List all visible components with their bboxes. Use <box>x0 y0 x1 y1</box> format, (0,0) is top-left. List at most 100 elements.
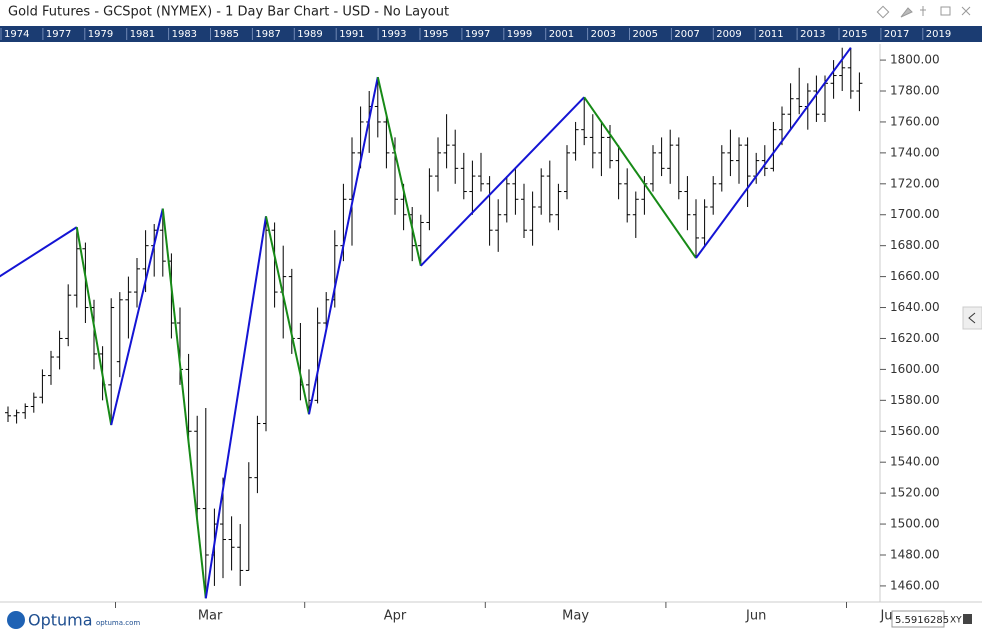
price-bar <box>73 227 80 308</box>
y-tick-label: 1600.00 <box>890 362 940 376</box>
icon-move[interactable] <box>920 6 926 16</box>
price-bar <box>830 60 837 99</box>
logo-icon <box>7 611 25 629</box>
y-tick-label: 1700.00 <box>890 207 940 221</box>
price-bar <box>48 350 54 385</box>
year-strip[interactable] <box>0 26 982 42</box>
price-bar <box>787 83 794 130</box>
zigzag-segment <box>75 226 113 426</box>
price-bar <box>546 160 553 223</box>
zigzag-segment <box>583 96 697 259</box>
year-label: 2017 <box>884 29 909 40</box>
price-bar <box>581 97 588 146</box>
price-bar <box>271 222 278 308</box>
price-bar <box>134 258 140 308</box>
y-tick-label: 1640.00 <box>890 300 940 314</box>
price-bar <box>254 415 261 494</box>
price-bar <box>5 406 11 422</box>
price-bar <box>228 516 235 571</box>
price-bar <box>323 292 330 331</box>
y-tick-label: 1720.00 <box>890 176 940 190</box>
price-bar <box>460 152 467 200</box>
zigzag-segment <box>161 208 207 599</box>
price-bar <box>194 415 201 525</box>
icon-diamond[interactable] <box>876 5 890 19</box>
price-bar <box>650 145 656 192</box>
window-title: Gold Futures - GCSpot (NYMEX) - 1 Day Ba… <box>8 5 449 20</box>
price-bar <box>727 129 734 177</box>
price-bar <box>667 129 674 184</box>
price-bar <box>779 106 785 146</box>
x-tick-label: Ju <box>879 609 892 624</box>
zigzag-segment <box>110 208 164 426</box>
price-bar <box>607 125 613 169</box>
icon-restore[interactable] <box>940 6 951 16</box>
price-bar <box>314 307 321 404</box>
y-tick-label: 1620.00 <box>890 331 940 345</box>
lock-icon[interactable] <box>963 614 972 624</box>
price-bar <box>572 121 579 161</box>
year-label: 1999 <box>507 29 532 40</box>
y-tick-label: 1460.00 <box>890 578 940 592</box>
price-bar <box>383 114 390 169</box>
x-tick-label: May <box>562 609 589 624</box>
zigzag-segment <box>0 226 78 278</box>
price-bar <box>56 330 63 370</box>
year-label: 2013 <box>800 29 825 40</box>
year-label: 1983 <box>172 29 197 40</box>
scale-mode[interactable]: XY <box>950 616 962 626</box>
panel-toggle[interactable] <box>962 306 982 330</box>
year-label: 1995 <box>423 29 448 40</box>
plot-area <box>0 47 863 599</box>
price-bar <box>202 408 209 599</box>
price-bar <box>736 137 742 184</box>
price-bar <box>718 145 725 192</box>
price-bar <box>486 176 493 246</box>
window-icons[interactable] <box>876 5 971 19</box>
price-bar <box>796 67 803 115</box>
year-label: 1974 <box>4 29 29 40</box>
x-axis: Mar Apr May Jun Ju <box>115 602 893 624</box>
y-tick-label: 1800.00 <box>890 53 940 67</box>
panel-toggle-arrow[interactable] <box>968 312 976 324</box>
price-bar <box>624 168 631 223</box>
year-label: 1989 <box>297 29 322 40</box>
y-tick-label: 1740.00 <box>890 145 940 159</box>
logo-url: optuma.com <box>96 619 140 627</box>
y-tick-label: 1780.00 <box>890 84 940 98</box>
price-bar <box>30 392 37 413</box>
price-bar <box>684 176 691 231</box>
icon-pin[interactable] <box>900 7 913 18</box>
price-bar <box>813 75 820 122</box>
year-label: 1977 <box>46 29 71 40</box>
y-tick-label: 1560.00 <box>890 424 940 438</box>
y-tick-label: 1760.00 <box>890 114 940 128</box>
year-label: 2011 <box>758 29 783 40</box>
price-bar <box>469 160 476 215</box>
price-bar <box>237 524 244 586</box>
price-bar <box>452 129 459 184</box>
price-bar <box>839 47 846 92</box>
price-bar <box>108 298 115 426</box>
price-bar <box>538 168 545 215</box>
price-bar <box>417 214 424 266</box>
x-tick-label: Jun <box>745 609 766 624</box>
price-bar <box>555 183 562 231</box>
zigzag-segment <box>376 76 422 266</box>
year-labels: 1974 1977 1979 1981 1983 1985 1987 1989 1991 1993… <box>0 28 951 40</box>
year-label: 2001 <box>549 29 574 40</box>
y-tick-label: 1500.00 <box>890 517 940 531</box>
scale-readout[interactable]: 5.5916285 <box>895 615 949 626</box>
price-bar <box>39 369 46 404</box>
scale-readout-box[interactable] <box>891 610 945 628</box>
price-bar <box>185 353 192 447</box>
zigzag-segment <box>695 47 852 259</box>
year-label: 2003 <box>591 29 616 40</box>
price-bar <box>349 137 355 246</box>
icon-close[interactable] <box>961 6 971 16</box>
price-bar <box>710 176 717 215</box>
year-label: 1979 <box>88 29 113 40</box>
year-label: 2005 <box>633 29 658 40</box>
